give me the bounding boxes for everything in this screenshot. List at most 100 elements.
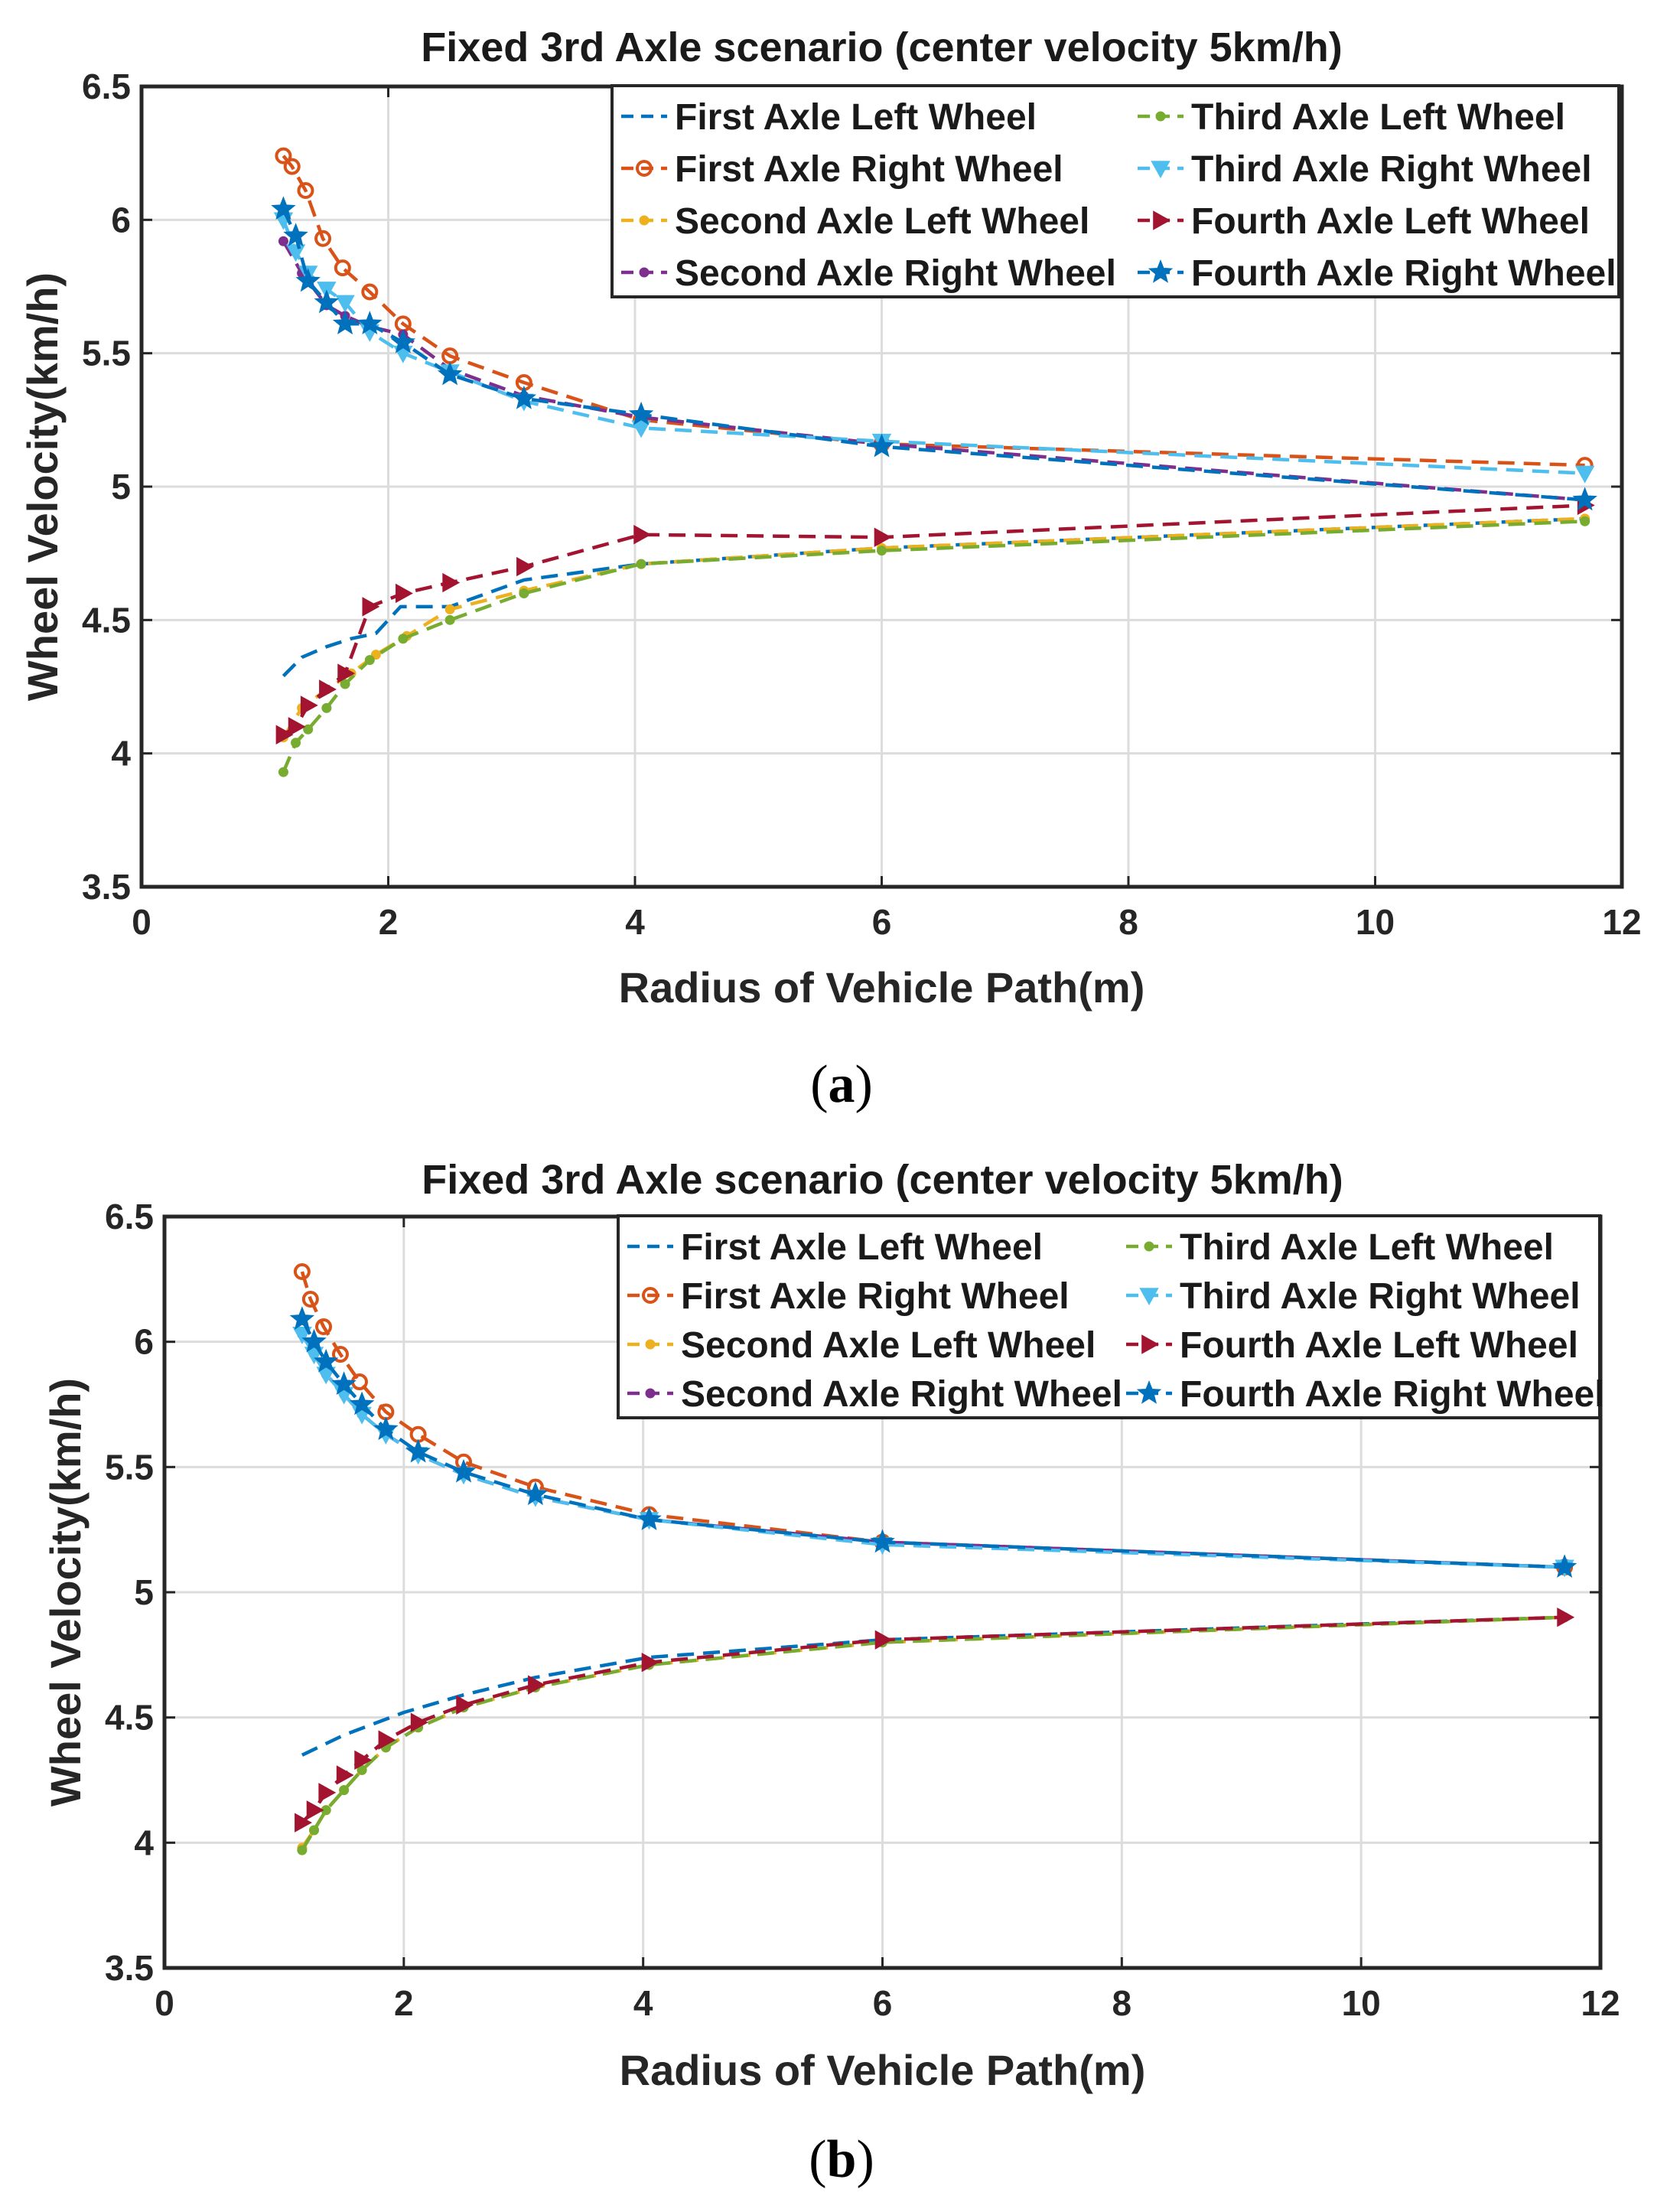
- chart-panel-b: 0 2 4 6 8 10 12 3.5 4 4.5 5 5.5 6 6.5 Fixed 3rd Axle s…: [41, 1157, 1620, 2189]
- legend-item: Second Axle Left Wheel: [621, 201, 1089, 242]
- data-point: [637, 1507, 662, 1530]
- legend-label: First Axle Right Wheel: [681, 1276, 1070, 1317]
- data-point: [373, 1416, 399, 1441]
- series-fourth-axle-right-wheel: [289, 1306, 1577, 1578]
- data-point: [349, 1391, 375, 1415]
- data-point: [271, 196, 296, 220]
- legend-box: [610, 84, 1620, 298]
- data-point: [275, 725, 294, 744]
- data-point: [1572, 487, 1597, 511]
- data-point: [318, 1783, 337, 1803]
- data-point: [300, 696, 318, 715]
- data-point: [398, 634, 409, 644]
- panel-caption: (b): [809, 2130, 874, 2189]
- data-point: [321, 702, 332, 713]
- legend-item: Third Axle Left Wheel: [1126, 1227, 1554, 1268]
- x-tick-label: 4: [633, 1983, 653, 2023]
- data-point: [519, 588, 529, 598]
- y-tick-label: 4.5: [105, 1698, 154, 1738]
- legend-item: Second Axle Right Wheel: [627, 1374, 1122, 1415]
- data-point: [293, 1263, 311, 1281]
- data-point: [295, 1813, 312, 1832]
- y-tick-label: 6: [111, 200, 131, 239]
- data-point: [337, 663, 356, 683]
- data-point: [339, 1785, 350, 1796]
- x-tick-label: 12: [1581, 1983, 1620, 2023]
- legend-item: First Axle Left Wheel: [621, 97, 1037, 138]
- legend-label: Second Axle Right Wheel: [681, 1374, 1122, 1415]
- data-point: [456, 1695, 474, 1715]
- data-point: [874, 527, 892, 547]
- x-tick-label: 10: [1356, 902, 1395, 942]
- data-point: [334, 259, 351, 277]
- data-point: [396, 583, 413, 604]
- legend-item: Third Axle Right Wheel: [1126, 1276, 1581, 1317]
- legend-label: Fourth Axle Right Wheel: [1191, 253, 1617, 294]
- data-point: [295, 268, 321, 292]
- data-point: [1574, 465, 1595, 484]
- y-axis-label: Wheel Velocity(km/h): [18, 272, 67, 701]
- data-point: [877, 546, 887, 556]
- x-tick-label: 0: [155, 1983, 174, 2023]
- y-axis-label: Wheel Velocity(km/h): [41, 1378, 90, 1806]
- legend-item: First Axle Left Wheel: [627, 1227, 1043, 1268]
- legend-item: Fourth Axle Right Wheel: [1138, 253, 1617, 294]
- x-tick-label: 6: [873, 1983, 893, 2023]
- series-line: [282, 155, 1585, 467]
- data-point: [303, 724, 314, 735]
- data-point: [636, 559, 646, 569]
- data-point: [523, 1481, 549, 1506]
- x-tick-label: 0: [132, 902, 151, 942]
- x-tick-label: 4: [625, 902, 645, 942]
- data-point: [291, 738, 301, 748]
- legend-marker: [1139, 1288, 1159, 1306]
- data-point: [631, 420, 651, 438]
- y-tick-label: 4: [111, 734, 131, 774]
- y-tick-label: 3.5: [82, 867, 131, 907]
- data-point: [314, 289, 340, 314]
- legend-marker: [639, 215, 650, 226]
- data-point: [628, 401, 654, 425]
- data-point: [331, 1371, 357, 1396]
- data-point: [357, 311, 383, 335]
- legend-marker: [645, 1339, 656, 1350]
- series-fourth-axle-left-wheel: [295, 1608, 1575, 1832]
- series-fourth-axle-right-wheel: [271, 196, 1597, 511]
- data-point: [331, 1346, 349, 1363]
- legend-marker: [636, 160, 653, 177]
- y-tick-label: 4: [134, 1823, 154, 1862]
- x-tick-label: 2: [394, 1983, 414, 2023]
- legend-label: Third Axle Left Wheel: [1191, 97, 1565, 138]
- x-tick-label: 10: [1342, 1983, 1381, 2023]
- x-tick-label: 8: [1112, 1983, 1132, 2023]
- data-point: [292, 1327, 312, 1344]
- legend-label: First Axle Left Wheel: [681, 1227, 1043, 1268]
- y-tick-label: 3.5: [105, 1948, 154, 1988]
- legend-label: Fourth Axle Left Wheel: [1191, 201, 1590, 242]
- data-point: [297, 181, 314, 199]
- series-third-axle-left-wheel: [278, 516, 1591, 777]
- legend: First Axle Left Wheel First Axle Right Wh…: [610, 84, 1620, 298]
- x-axis-label: Radius of Vehicle Path(m): [620, 2046, 1146, 2094]
- legend-label: Second Axle Right Wheel: [675, 253, 1116, 294]
- data-point: [511, 385, 537, 409]
- legend: First Axle Left Wheel First Axle Right Wh…: [617, 1214, 1605, 1419]
- legend-item: First Axle Right Wheel: [621, 149, 1063, 190]
- data-point: [289, 1306, 315, 1330]
- data-point: [1557, 1608, 1575, 1627]
- legend-marker: [645, 1388, 656, 1399]
- data-point: [451, 1458, 477, 1483]
- data-point: [869, 433, 894, 458]
- legend-item: Second Axle Left Wheel: [627, 1325, 1096, 1366]
- y-tick-label: 5.5: [82, 334, 131, 373]
- legend-label: Fourth Axle Right Wheel: [1180, 1374, 1605, 1415]
- legend-marker: [1144, 1241, 1154, 1252]
- data-point: [874, 1630, 893, 1650]
- legend-item: Third Axle Left Wheel: [1138, 97, 1565, 138]
- legend-item: Fourth Axle Left Wheel: [1126, 1325, 1578, 1366]
- series-line: [300, 1318, 1565, 1569]
- series-first-axle-left-wheel: [282, 516, 1585, 678]
- x-tick-label: 12: [1602, 902, 1641, 942]
- data-point: [340, 679, 350, 689]
